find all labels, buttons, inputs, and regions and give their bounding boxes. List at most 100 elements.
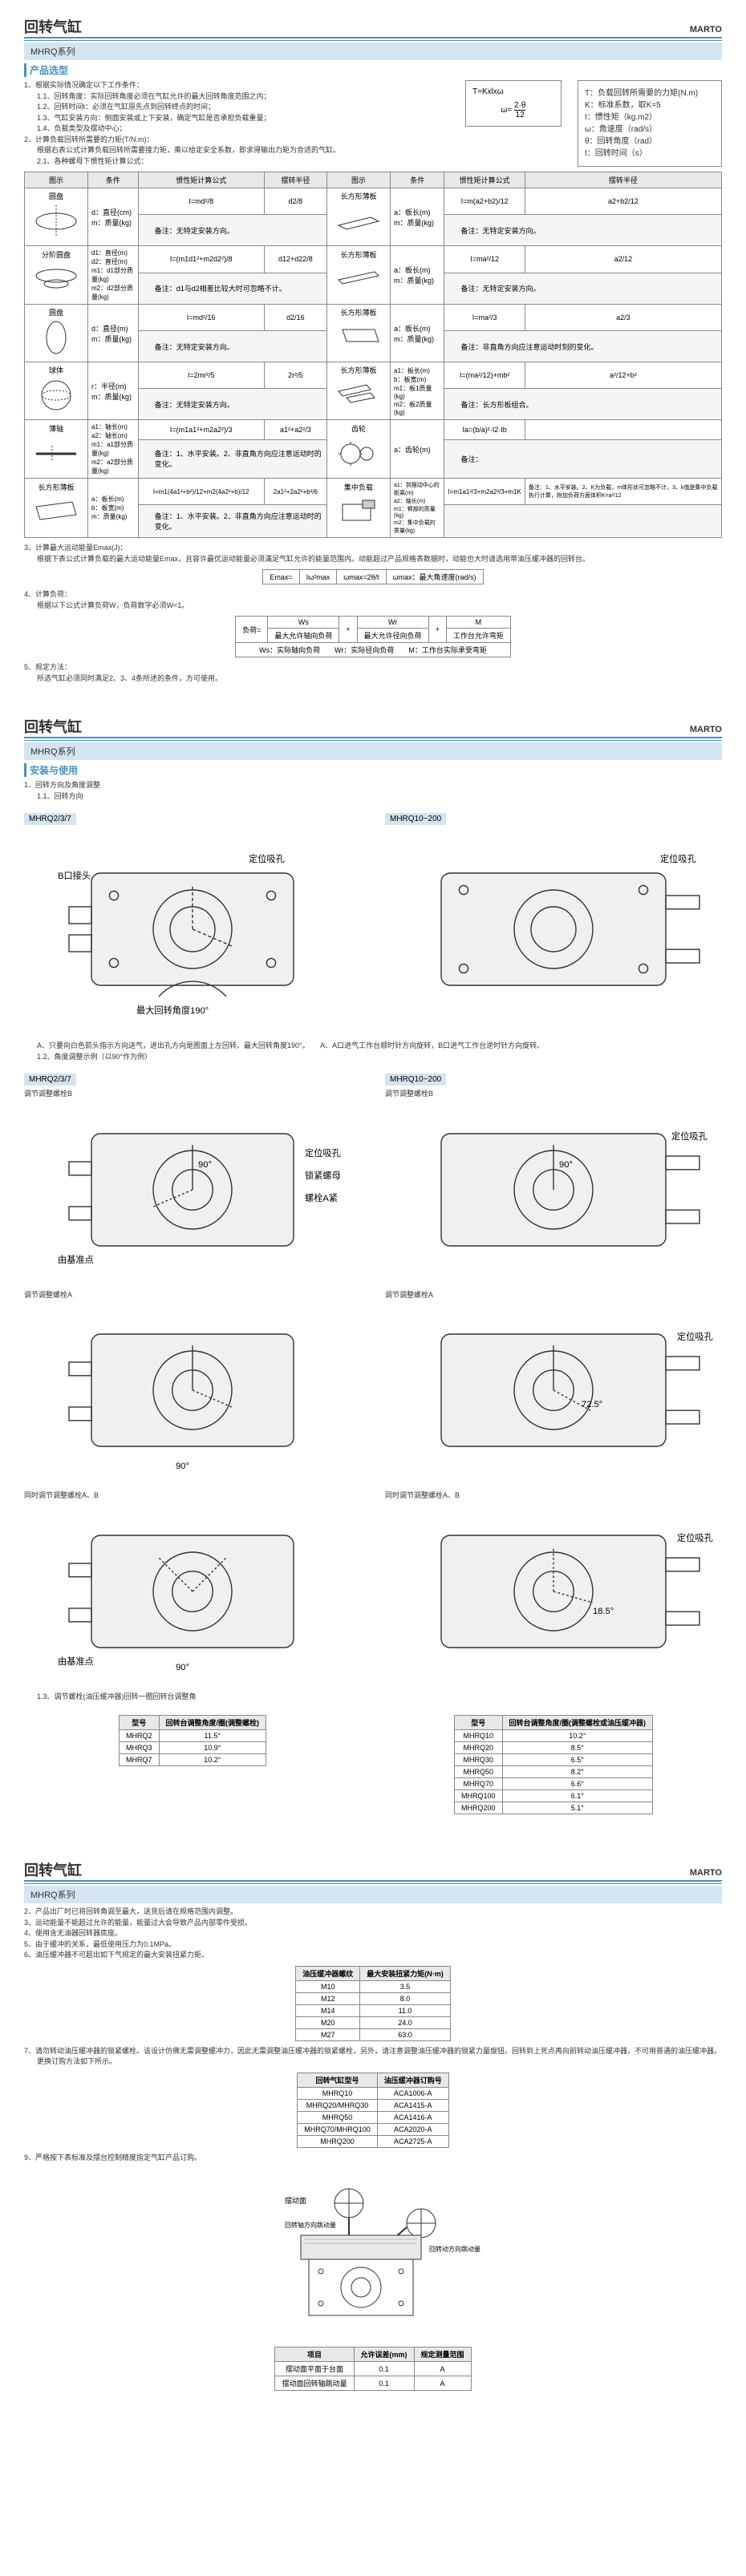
svg-text:最大回转角度190°: 最大回转角度190°	[136, 1005, 209, 1016]
rect-combo-icon	[330, 375, 387, 415]
install-s1-3: 1.3、调节螺栓(油压缓冲器)回转一圈回转台调整角	[24, 1692, 722, 1703]
rect-plate4-icon	[28, 492, 84, 532]
svg-text:18.5°: 18.5°	[593, 1607, 614, 1616]
svg-text:由基准点: 由基准点	[58, 1656, 94, 1667]
angle-adj-diagram-4: 72.5° 定位吸孔	[385, 1300, 722, 1480]
step5-desc: 所选气缸必须同时满足2、3、4条所述的条件，方可使用。	[24, 673, 722, 685]
shape-label: 齿轮	[330, 423, 387, 434]
rect-plate3-icon	[330, 317, 387, 358]
torque-table: 油压缓冲器螺纹最大安装扭紧力矩(N·m) M103.5 M128.0 M1411…	[295, 1966, 451, 2041]
adj-both-label-2: 同时调节调整螺栓A、B	[385, 1490, 722, 1502]
note6: 6、油压缓冲器不可超出如下气规定的最大安装扭紧力矩。	[24, 1950, 722, 1961]
thin-shaft-icon	[28, 434, 84, 474]
step3-desc: 根据下表公式计算负载的最大运动能量Emax，且容许最优运动能量必须滿足气缸允许的…	[24, 554, 722, 565]
stepped-disc-icon	[28, 260, 84, 300]
series-label-3: MHRQ系列	[24, 1886, 722, 1903]
angle-adj-table-1: 型号回转台调整角度/圈(调整螺栓) MHRQ211.5° MHRQ310.9° …	[119, 1715, 266, 1766]
step1-4: 1.4、负载类型及摆动中心；	[24, 123, 449, 135]
step4-desc: 根据以下公式计算负荷W，负荷数字必须W<1。	[24, 601, 722, 612]
step4: 4、计算负荷：	[24, 589, 722, 601]
page-title: 回转气缸	[24, 16, 82, 37]
emax-table: Emax=Iω²maxωmax=2θ/tωmax：最大角速度(rad/s)	[262, 569, 483, 584]
step5: 5、规定方法：	[24, 662, 722, 673]
svg-text:定位吸孔: 定位吸孔	[671, 1130, 707, 1142]
rotary-diagram-2: 定位吸孔	[385, 828, 722, 1030]
brand-label: MARTO	[690, 25, 722, 34]
model-10-200: MHRQ10~200	[385, 813, 446, 825]
step2: 2、计算负载回转所需要的力矩(T/N.m)：	[24, 135, 449, 146]
angle-adj-diagram-3: 90°	[24, 1300, 361, 1480]
buffer-order-table: 回转气缸型号油压缓冲器订购号 MHRQ10ACA1006-A MHRQ20/MH…	[297, 2073, 449, 2148]
install-s1: 1、回转方向及角度调整	[24, 780, 722, 791]
angle-adj-table-2: 型号回转台调整角度/圈(调整螺栓或油压缓冲器) MHRQ1010.2° MHRQ…	[454, 1715, 653, 1814]
model-10-200-b: MHRQ10~200	[385, 1074, 446, 1086]
svg-text:90°: 90°	[198, 1160, 212, 1170]
section-install: 安装与使用	[24, 763, 722, 777]
rect-plate-icon	[330, 201, 387, 241]
step1: 1、根据实际情况确定以下工作条件：	[24, 80, 449, 91]
step1-2: 1.2、回转时间t：必须在气缸原先点到回转终点的时间；	[24, 102, 449, 113]
adj-a-label: 调节调整螺栓A	[24, 1290, 361, 1301]
precision-table: 项目允许误差(mm)规定测量范围 摆动面平面于台面0.1A 摆动面回转轴跳动量0…	[274, 2347, 471, 2391]
brand-label-3: MARTO	[690, 1868, 722, 1878]
sphere-icon	[28, 375, 84, 415]
step3: 3、计算最大运动能量Emax(J)：	[24, 543, 722, 554]
angle-adj-diagram-1: 定位吸孔锁紧螺母螺栓A紧 由基准点 90°	[24, 1100, 361, 1280]
angle-adj-diagram-2: 定位吸孔 90°	[385, 1100, 722, 1280]
svg-text:摆动面: 摆动面	[285, 2196, 306, 2205]
concentrated-load-icon	[330, 492, 387, 532]
install-s1-2: 1.2、角度调整示例（以90°作为例）	[24, 1052, 722, 1063]
brand-label-2: MARTO	[690, 725, 722, 734]
rect-plate2-icon	[330, 260, 387, 300]
svg-text:锁紧螺母: 锁紧螺母	[305, 1170, 341, 1181]
note3: 3、运动能量不能超过允许的能量，能量过大会导致产品内部零件受损。	[24, 1918, 722, 1929]
shape-label: 集中负载	[330, 482, 387, 492]
model-237: MHRQ2/3/7	[24, 813, 76, 825]
step1-1: 1.1、回转角度：实际回转角度必须在气缸允许的最大回转角度范围之内；	[24, 91, 449, 103]
note4: 4、使用含无油器回转器底座。	[24, 1928, 722, 1939]
adj-b-label-2: 调节调整螺栓B	[385, 1089, 722, 1100]
shape-label: 球体	[28, 365, 84, 375]
svg-text:B口接头: B口接头	[58, 871, 91, 881]
note2: 2、产品出厂时已将回转角调至最大，送货后请在规格范围内调整。	[24, 1907, 722, 1918]
formula-t: T=Kxlxω	[472, 87, 554, 96]
shape-label: 圆盘	[28, 307, 84, 317]
step1-3: 1.3、气缸安装方向：侧面安装或上下安装，确定气缸是否承担负载重量；	[24, 113, 449, 124]
note5: 5、由于缓冲的关系，最低使用压力为0.1MPa。	[24, 1939, 722, 1951]
note7b: 更换订购方法如下所示。	[24, 2056, 722, 2068]
shape-label: 分阶圆盘	[28, 249, 84, 260]
install-s1-1: 1.1、回转方向	[24, 791, 722, 803]
load-table: 负荷= Ws + Wr + M 最大允许轴向负荷最大允许径向负荷工作台允许弯矩 …	[235, 616, 511, 657]
svg-text:回转轴方向跳动量: 回转轴方向跳动量	[285, 2221, 336, 2229]
shape-label: 长方形薄板	[330, 307, 387, 317]
inertia-table: 图示 条件 惯性矩计算公式 摆转半径 图示 条件 惯性矩计算公式 摆转半径 圆盘…	[24, 172, 722, 538]
shape-label: 薄轴	[28, 423, 84, 434]
svg-text:定位吸孔: 定位吸孔	[660, 853, 696, 864]
formula-legend: T：负载回转所需要的力矩(N.m) K：标准系数，取K=5 I：惯性矩（kg.m…	[578, 80, 722, 167]
shape-label: 长方形薄板	[28, 482, 84, 492]
svg-text:72.5°: 72.5°	[582, 1400, 602, 1409]
angle-adj-diagram-5: 90° 由基准点	[24, 1502, 361, 1681]
shape-label: 长方形薄板	[330, 249, 387, 260]
svg-text:螺栓A紧: 螺栓A紧	[305, 1192, 338, 1203]
shape-label: 长方形薄板	[330, 365, 387, 375]
svg-text:定位吸孔: 定位吸孔	[677, 1532, 713, 1543]
rotary-diagram-1: B口接头 定位吸孔 最大回转角度190°	[24, 828, 361, 1030]
adj-b-label: 调节调整螺栓B	[24, 1089, 361, 1100]
step2-1: 2.1、各种螺母下惯性矩计算公式：	[24, 156, 449, 168]
model-237-b: MHRQ2/3/7	[24, 1074, 76, 1086]
disc-icon	[28, 201, 84, 241]
shape-label: 长方形薄板	[330, 191, 387, 201]
adj-a-label-2: 调节调整螺栓A	[385, 1290, 722, 1301]
angle-adj-diagram-6: 18.5° 定位吸孔	[385, 1502, 722, 1681]
precision-diagram: 摆动面 回转动方向跳动量 回转轴方向跳动量	[261, 2179, 485, 2339]
note7: 7、请勿转动油压缓冲器的锁紧螺栓。该设计仿佛无需调整缓冲力，因此无需调整油压缓冲…	[24, 2046, 722, 2057]
svg-text:90°: 90°	[176, 1663, 189, 1672]
step2-desc: 根据右表公式计算负载回转所需要接力矩，乘以给定安全系数，即求得输出力矩为合适的气…	[24, 145, 449, 156]
series-label: MHRQ系列	[24, 42, 722, 60]
svg-text:定位吸孔: 定位吸孔	[305, 1147, 341, 1159]
svg-text:90°: 90°	[559, 1160, 573, 1170]
svg-text:定位吸孔: 定位吸孔	[677, 1331, 713, 1342]
series-label-2: MHRQ系列	[24, 742, 722, 760]
formula-box: T=Kxlxω ω= 2·θ 12	[465, 80, 562, 127]
